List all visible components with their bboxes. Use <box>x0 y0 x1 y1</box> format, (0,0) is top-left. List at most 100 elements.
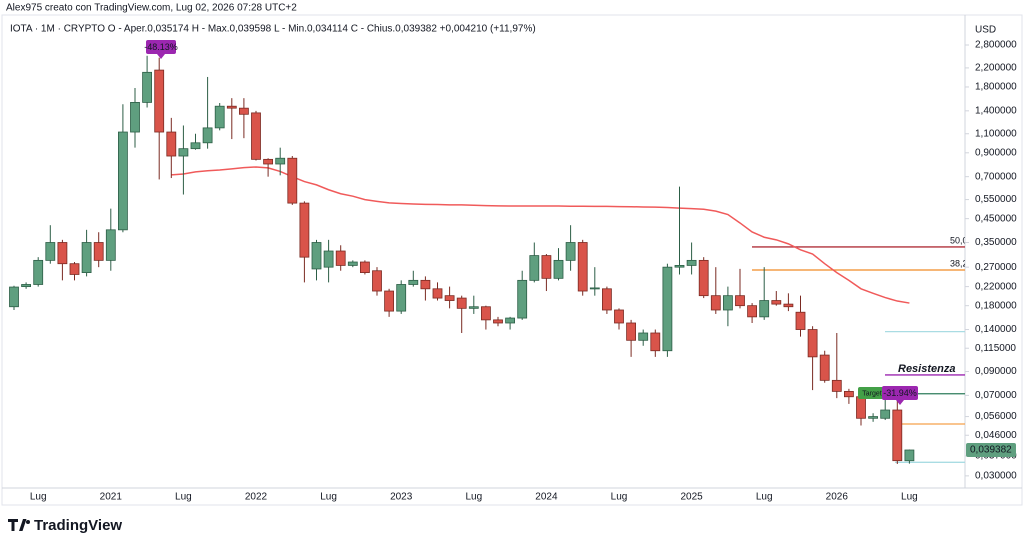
candle-body <box>323 250 334 268</box>
y-tick-label: 0,700000 <box>975 171 1017 182</box>
candle-body <box>904 449 915 462</box>
candle-body <box>226 105 237 109</box>
candle-body <box>396 284 407 312</box>
y-tick-label: 0,180000 <box>975 300 1017 311</box>
y-tick-label: 0,220000 <box>975 281 1017 292</box>
x-tick-label: 2026 <box>826 492 849 503</box>
x-tick-label: 2024 <box>535 492 558 503</box>
candle-body <box>444 295 455 301</box>
currency: USD <box>975 25 996 36</box>
y-tick-label: 1,400000 <box>975 105 1017 116</box>
candle-body <box>759 300 770 318</box>
candle-body <box>831 379 842 392</box>
callout-label: -31.94% <box>883 388 917 398</box>
y-tick-label: 1,800000 <box>975 82 1017 93</box>
candle-body <box>287 157 298 204</box>
y-tick-label: 0,030000 <box>975 470 1017 481</box>
frame <box>1 14 1023 506</box>
callout-box <box>146 40 176 54</box>
candle-body <box>771 300 782 305</box>
candle-body <box>456 297 467 309</box>
x-tick-label: 2021 <box>100 492 123 503</box>
candle-body <box>674 265 685 268</box>
candle-body <box>468 306 479 309</box>
candle-body <box>795 311 806 330</box>
y-tick-label: 0,350000 <box>975 237 1017 248</box>
candle-body <box>626 322 636 341</box>
candle-body <box>420 279 431 290</box>
candle-body <box>166 131 177 157</box>
y-tick-label: 0,070000 <box>975 390 1017 401</box>
brand-name: TradingView <box>34 517 122 534</box>
candle-body <box>589 287 600 290</box>
candle-body <box>577 242 588 292</box>
candle-body <box>650 332 661 352</box>
candle-body <box>408 279 419 285</box>
candle-body <box>819 354 830 381</box>
candle-body <box>69 263 80 275</box>
y-tick-label: 0,450000 <box>975 213 1017 224</box>
moving-average <box>171 166 910 304</box>
callout-pointer <box>157 54 165 59</box>
x-tick-label: Lug <box>175 492 192 503</box>
candle-body <box>9 286 19 308</box>
y-tick-label: 1,100000 <box>975 128 1017 139</box>
candle-body <box>614 309 624 324</box>
candle-body <box>202 127 213 144</box>
candle-body <box>45 242 56 261</box>
y-tick-label: 0,090000 <box>975 366 1017 377</box>
candle-body <box>190 142 201 150</box>
candle-body <box>347 261 358 266</box>
candle-body <box>93 242 104 261</box>
candle-body <box>541 255 552 279</box>
candle-body <box>844 390 854 398</box>
plot-area: 50,0 38,2 Resistenza <box>9 55 968 464</box>
candle-body <box>57 242 68 265</box>
callout-label: Target <box>862 390 882 397</box>
candle-body <box>275 157 286 165</box>
candle-body <box>142 71 153 103</box>
candle-body <box>783 303 794 308</box>
candle-body <box>130 102 140 133</box>
brand-logo <box>8 519 30 531</box>
candle-body <box>384 290 395 312</box>
candle-body <box>493 319 503 324</box>
y-tick-label: 0,270000 <box>975 262 1017 273</box>
candle-body <box>359 261 370 273</box>
candle-body <box>747 305 757 318</box>
candle-body <box>505 317 516 324</box>
candle-body <box>517 279 528 319</box>
x-tick-label: Lug <box>465 492 482 503</box>
candle-body <box>33 259 44 285</box>
candle-body <box>480 306 491 321</box>
callout-pointer <box>896 400 904 405</box>
candle-body <box>154 69 165 133</box>
candle-body <box>21 284 32 288</box>
candle-body <box>81 242 92 273</box>
level-label: Resistenza <box>898 363 955 375</box>
price-label: 0,039382 <box>970 445 1012 456</box>
candle-body <box>662 266 673 352</box>
price-label-box <box>966 443 1016 458</box>
candle-body <box>335 250 346 266</box>
candle-body <box>686 259 697 266</box>
y-tick-label: 0,056000 <box>975 411 1017 422</box>
candle-body <box>892 409 903 462</box>
x-tick-label: Lug <box>30 492 47 503</box>
author-line: Alex975 creato con TradingView.com, Lug … <box>6 3 297 14</box>
candle-body <box>638 332 649 341</box>
candle-body <box>214 105 225 129</box>
x-tick-label: 2025 <box>680 492 703 503</box>
x-tick-label: Lug <box>756 492 773 503</box>
candle-body <box>868 416 878 419</box>
candle-body <box>529 255 540 281</box>
y-tick-label: 0,140000 <box>975 324 1017 335</box>
level-label: 50,0 <box>950 235 968 245</box>
candle-body <box>710 295 721 311</box>
candle-body <box>602 288 612 311</box>
candle-body <box>553 259 564 279</box>
level-label: 38,2 <box>950 258 968 268</box>
y-tick-label: 2,800000 <box>975 40 1017 51</box>
candle-body <box>735 295 745 307</box>
